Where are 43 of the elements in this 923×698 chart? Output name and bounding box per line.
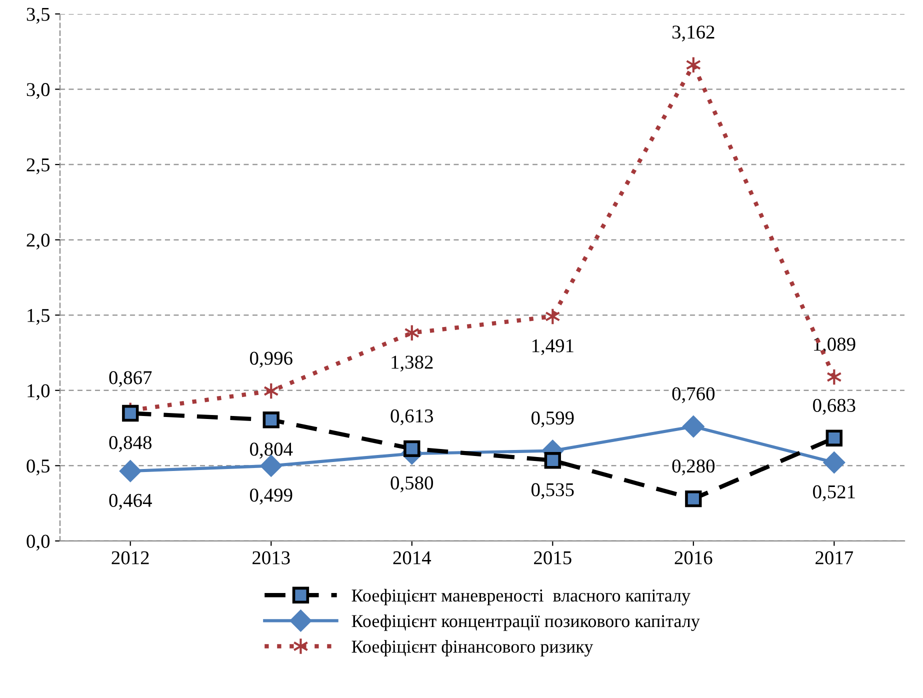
data-label: 0,613	[390, 409, 434, 426]
data-label: 0,535	[532, 483, 574, 500]
x-tick-label: 2013	[252, 551, 290, 564]
data-label: 0,580	[390, 476, 434, 492]
legend-label: Коефіцієнт маневреності власного капіталу	[352, 588, 690, 606]
x-tick-label: 2014	[393, 551, 432, 564]
x-tick-label: 2012	[112, 551, 149, 564]
x-tick-label: 2017	[816, 551, 854, 564]
data-label: 0,848	[109, 436, 152, 452]
y-tick-label: 3,0	[26, 83, 50, 99]
y-tick-label: 2,5	[26, 158, 50, 174]
x-tick-label: 2016	[674, 551, 712, 564]
y-tick-label: 0,0	[26, 534, 50, 551]
x-tick-label: 2015	[534, 551, 572, 564]
point	[120, 460, 142, 482]
point	[685, 490, 702, 508]
legend-label: Коефіцієнт фінансового ризику	[352, 640, 594, 656]
point	[823, 452, 846, 474]
data-label: 0,521	[813, 485, 855, 502]
data-label: 1,491	[532, 339, 574, 356]
point	[826, 430, 842, 446]
data-label: 0,464	[109, 494, 152, 510]
data-label: 3,162	[672, 26, 714, 42]
data-label: 0,760	[672, 387, 715, 404]
y-tick-label: 1,5	[28, 309, 50, 325]
point	[404, 440, 420, 457]
point	[122, 404, 139, 422]
point	[544, 452, 561, 469]
data-label: 0,499	[250, 488, 292, 505]
legend-label: Коефіцієнт концентрації позикового капіталу	[352, 614, 700, 631]
point	[682, 416, 704, 438]
data-label: 0,683	[813, 398, 856, 415]
data-label: 0,599	[532, 411, 574, 428]
y-tick-label: 1,0	[28, 384, 50, 400]
y-tick-label: 3,5	[26, 8, 50, 24]
data-label: 1,382	[392, 356, 433, 372]
data-label: 0,280	[672, 459, 715, 476]
data-label: 0,804	[250, 442, 293, 459]
point	[262, 412, 280, 428]
data-label: 0,867	[109, 371, 152, 388]
y-tick-label: 0,5	[26, 459, 50, 476]
y-tick-label: 2,0	[26, 234, 50, 250]
data-label: 0,996	[250, 352, 292, 368]
